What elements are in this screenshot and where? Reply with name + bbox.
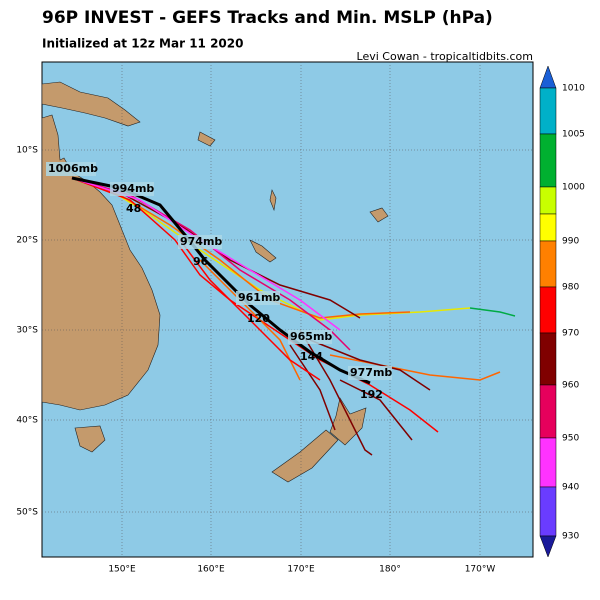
colorbar-ticks: 1010 1005 1000 990 980 970 960 950 940 9… <box>562 84 585 542</box>
track-label: 961mb <box>238 291 280 304</box>
lon-label: 170°W <box>465 565 496 575</box>
lat-label: 20°S <box>16 236 38 246</box>
track-label: 192 <box>360 388 383 401</box>
mean-track <box>71 176 371 385</box>
colorbar-tick: 990 <box>562 237 579 247</box>
track <box>309 339 431 391</box>
title: 96P INVEST - GEFS Tracks and Min. MSLP (… <box>42 8 493 28</box>
colorbar-tick: 940 <box>562 483 579 493</box>
track <box>71 177 341 331</box>
colorbar-tick: 930 <box>562 532 579 542</box>
lon-label: 170°E <box>287 565 315 575</box>
track-label: 144 <box>300 350 323 363</box>
new-caledonia <box>249 239 277 263</box>
track-label: 96 <box>193 255 209 268</box>
lat-label: 50°S <box>16 508 38 518</box>
new-guinea <box>41 81 141 127</box>
land <box>41 81 389 483</box>
map-area: 1006mb 994mb 48 974mb 96 961mb 120 965mb… <box>41 61 534 558</box>
solomon <box>197 131 216 147</box>
australia <box>41 114 161 411</box>
track-label: 48 <box>126 202 141 215</box>
lat-label: 30°S <box>16 326 38 336</box>
colorbar-tick: 1005 <box>562 130 585 140</box>
track-label: 974mb <box>180 235 222 248</box>
subtitle: Initialized at 12z Mar 11 2020 <box>42 37 243 51</box>
track-label: 994mb <box>112 182 154 195</box>
track-label: 977mb <box>350 366 392 379</box>
colorbar <box>539 65 557 558</box>
colorbar-tick: 1000 <box>562 183 585 193</box>
colorbar-tick: 980 <box>562 283 579 293</box>
lon-label: 150°E <box>108 565 136 575</box>
lat-label: 40°S <box>16 416 38 426</box>
track-label: 120 <box>247 312 270 325</box>
track <box>71 177 439 433</box>
fiji <box>369 207 389 223</box>
colorbar-tick: 960 <box>562 381 579 391</box>
track <box>299 329 373 456</box>
colorbar-tick: 1010 <box>562 84 585 94</box>
north-island <box>329 397 367 446</box>
vanuatu <box>269 189 277 212</box>
graticule <box>42 62 533 557</box>
credit: Levi Cowan - tropicaltidbits.com <box>357 50 533 63</box>
track-label: 965mb <box>290 330 332 343</box>
colorbar-tick: 970 <box>562 329 579 339</box>
lat-label: 10°S <box>16 146 38 156</box>
colorbar-tick: 950 <box>562 434 579 444</box>
south-island <box>271 429 339 483</box>
track <box>329 354 501 381</box>
track <box>289 344 336 431</box>
axis-labels: 150°E 160°E 170°E 180° 170°W 10°S 20°S 3… <box>16 146 495 575</box>
tasmania <box>74 425 106 453</box>
track <box>339 379 413 441</box>
track <box>179 239 321 381</box>
lon-label: 160°E <box>197 565 225 575</box>
track-label: 1006mb <box>48 162 98 175</box>
track-labels: 1006mb 994mb 48 974mb 96 961mb 120 965mb… <box>46 162 392 401</box>
lon-label: 180° <box>379 565 401 575</box>
track <box>469 307 516 317</box>
